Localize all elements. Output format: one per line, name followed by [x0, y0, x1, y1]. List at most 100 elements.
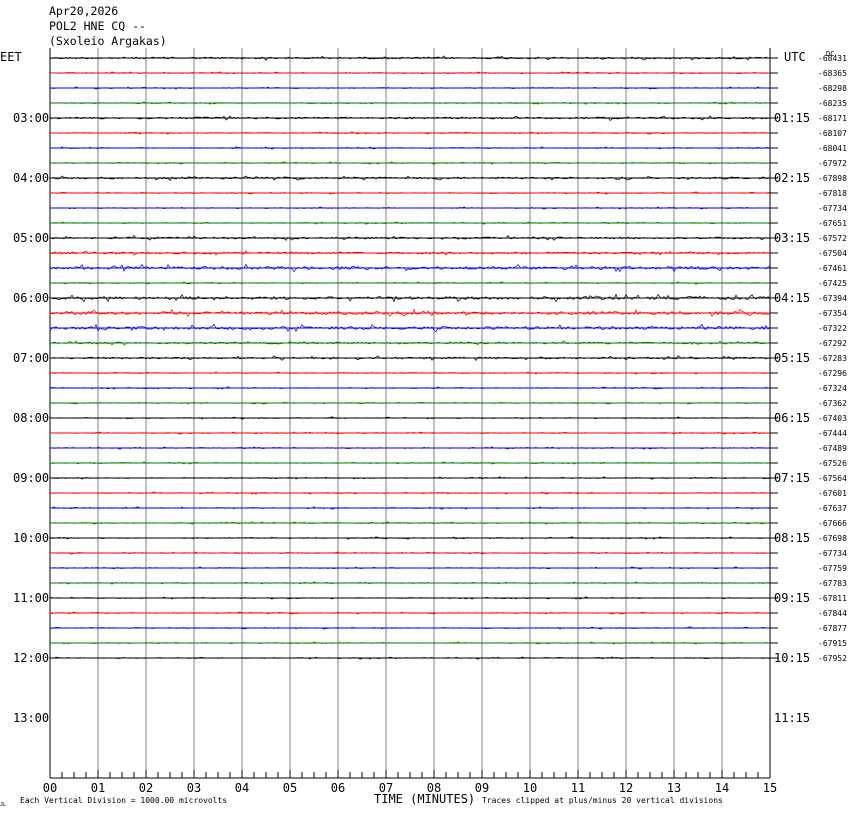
right-hour-label: 09:15 — [774, 591, 810, 605]
left-axis-label: EET — [0, 50, 22, 64]
dc-offset-label: -67489 — [818, 444, 847, 453]
trace-row — [49, 521, 771, 525]
trace-row — [49, 506, 771, 510]
dc-offset-label: -67698 — [818, 534, 847, 543]
trace-row — [49, 175, 771, 182]
trace-row — [49, 131, 771, 135]
left-hour-label: 06:00 — [13, 291, 49, 305]
trace-row — [49, 446, 770, 450]
label-layer: 00 01 02 03 04 05 06 07 08 09 10 11 12 13 14 15 -68431 -6… — [13, 54, 847, 795]
x-axis-title: TIME (MINUTES) — [374, 792, 475, 806]
scale-note: Each Vertical Division = 1000.00 microvo… — [20, 796, 227, 805]
dc-offset-label: -67898 — [818, 174, 847, 183]
dc-offset-label: -67734 — [818, 549, 847, 558]
right-hour-label: 08:15 — [774, 531, 810, 545]
left-hour-label: 07:00 — [13, 351, 49, 365]
x-tick-label: 07 — [379, 781, 393, 795]
left-hour-label: 12:00 — [13, 651, 49, 665]
trace-row — [50, 476, 771, 480]
dc-offset-label: -67915 — [818, 639, 847, 648]
dc-offset-label: -67444 — [818, 429, 847, 438]
dc-offset-label: -67666 — [818, 519, 847, 528]
dc-offset-label: -67734 — [818, 204, 847, 213]
right-axis-label: UTC — [784, 50, 806, 64]
trace-row — [49, 323, 771, 333]
x-tick-label: 13 — [667, 781, 681, 795]
dc-offset-label: -68365 — [818, 69, 847, 78]
dc-offset-label: -67759 — [818, 564, 847, 573]
trace-row — [49, 250, 771, 256]
trace-row — [49, 308, 771, 317]
left-hour-label: 13:00 — [13, 711, 49, 725]
dc-offset-label: -67292 — [818, 339, 847, 348]
trace-layer — [49, 55, 771, 660]
dc-offset-label: -67844 — [818, 609, 847, 618]
x-tick-label: 11 — [571, 781, 585, 795]
trace-row — [49, 551, 771, 555]
x-tick-label: 00 — [43, 781, 57, 795]
dc-offset-label: -68171 — [818, 114, 847, 123]
trace-row — [49, 281, 771, 285]
trace-row — [49, 340, 770, 346]
dc-offset-label: -67425 — [818, 279, 847, 288]
x-tick-label: 10 — [523, 781, 537, 795]
dc-offset-label: -67504 — [818, 249, 847, 258]
right-hour-label: 02:15 — [774, 171, 810, 185]
dc-offset-label: -67564 — [818, 474, 847, 483]
dc-offset-label: -67283 — [818, 354, 847, 363]
dc-offset-label: -67651 — [818, 219, 847, 228]
header-site: (Sxoleio Argakas) — [49, 34, 167, 48]
dc-offset-label: -67526 — [818, 459, 847, 468]
trace-row — [49, 491, 770, 495]
trace-row — [49, 293, 771, 303]
trace-row — [49, 536, 771, 540]
left-hour-label: 03:00 — [13, 111, 49, 125]
trace-row — [49, 263, 771, 273]
trace-row — [49, 221, 770, 225]
trace-row — [49, 386, 771, 390]
dc-offset-label: -68235 — [818, 99, 847, 108]
right-hour-label: 07:15 — [774, 471, 810, 485]
chart-grid — [49, 48, 778, 779]
trace-row — [49, 71, 771, 75]
dc-offset-label: -67637 — [818, 504, 847, 513]
dc-offset-label: -67601 — [818, 489, 847, 498]
right-hour-label: 11:15 — [774, 711, 810, 725]
dc-offset-label: -67296 — [818, 369, 847, 378]
trace-row — [49, 581, 771, 585]
trace-row — [49, 626, 771, 630]
dc-offset-label: -67322 — [818, 324, 847, 333]
trace-row — [49, 656, 771, 660]
left-hour-label: 11:00 — [13, 591, 49, 605]
x-tick-label: 01 — [91, 781, 105, 795]
right-hour-label: 01:15 — [774, 111, 810, 125]
clip-note: Traces clipped at plus/minus 20 vertical… — [482, 796, 723, 805]
right-hour-label: 04:15 — [774, 291, 810, 305]
dc-offset-label: -68298 — [818, 84, 847, 93]
dc-offset-label: -67811 — [818, 594, 847, 603]
x-tick-label: 14 — [715, 781, 729, 795]
left-hour-label: 09:00 — [13, 471, 49, 485]
left-hour-label: 10:00 — [13, 531, 49, 545]
left-hour-label: 04:00 — [13, 171, 49, 185]
x-tick-label: 08 — [427, 781, 441, 795]
dc-offset-label: -67362 — [818, 399, 847, 408]
dc-label: DC — [826, 50, 834, 58]
dc-offset-label: -67394 — [818, 294, 847, 303]
x-tick-label: 09 — [475, 781, 489, 795]
trace-row — [49, 401, 771, 405]
left-hour-label: 05:00 — [13, 231, 49, 245]
x-tick-label: 15 — [763, 781, 777, 795]
dc-offset-label: -67461 — [818, 264, 847, 273]
dc-offset-label: -67972 — [818, 159, 847, 168]
trace-row — [50, 206, 770, 210]
trace-row — [49, 461, 771, 465]
header-station: POL2 HNE CQ -- — [49, 19, 146, 33]
dc-offset-label: -67877 — [818, 624, 847, 633]
trace-row — [49, 641, 771, 645]
trace-row — [49, 566, 770, 570]
trace-row — [49, 191, 770, 195]
x-tick-label: 05 — [283, 781, 297, 795]
trace-row — [49, 86, 770, 90]
